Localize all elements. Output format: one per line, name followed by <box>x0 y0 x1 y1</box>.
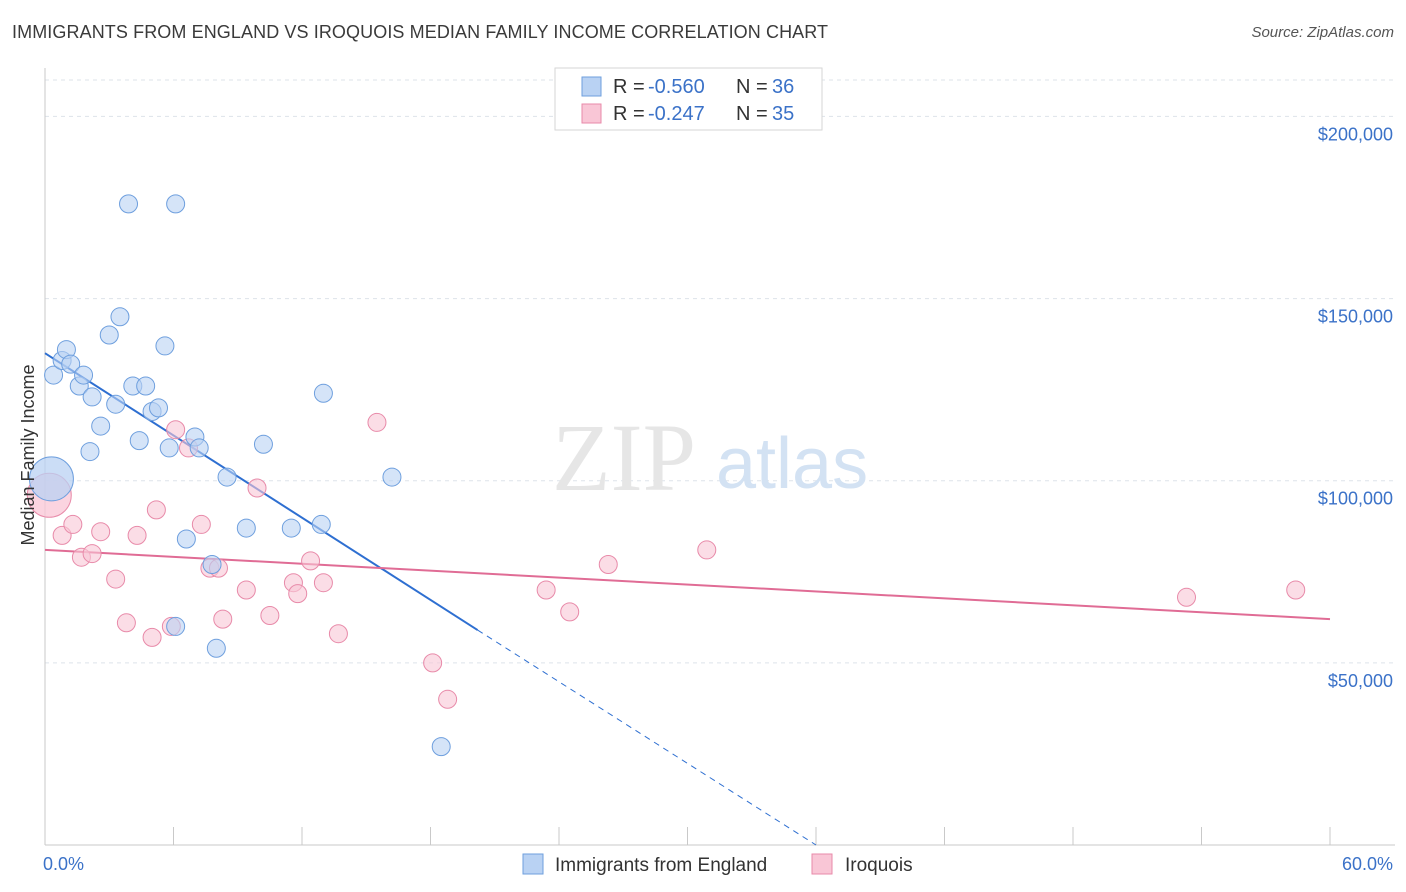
legend-england-n-value: 36 <box>772 76 794 98</box>
correlation-legend: R = -0.560 N = 36 R = -0.247 N = 35 <box>554 67 823 131</box>
england-point <box>217 467 237 487</box>
iroquois-point <box>328 624 348 644</box>
england-point <box>28 456 74 502</box>
england-trend-extension <box>477 629 817 846</box>
watermark: ZIP atlas <box>552 404 868 511</box>
bottom-legend-england-swatch <box>522 853 544 875</box>
iroquois-point <box>116 613 136 633</box>
legend-england-r-value: -0.560 <box>648 76 705 98</box>
iroquois-point <box>598 555 618 574</box>
legend-iroquois-n-value: 35 <box>772 103 794 125</box>
iroquois-point <box>560 602 580 622</box>
iroquois-point <box>146 500 166 520</box>
legend-england-swatch <box>581 76 602 97</box>
iroquois-point <box>697 540 717 560</box>
grid-lines <box>45 79 1395 664</box>
legend-iroquois-r-value: -0.247 <box>648 103 705 125</box>
iroquois-point <box>127 525 147 545</box>
england-point <box>61 354 81 374</box>
legend-england-n-label: N = <box>736 76 768 98</box>
legend-england-r-label: R = <box>613 76 645 98</box>
y-tick-label: $200,000 <box>1318 124 1393 144</box>
england-point <box>80 442 100 462</box>
y-tick-label: $50,000 <box>1328 671 1393 691</box>
england-point <box>189 438 209 458</box>
iroquois-point <box>191 514 211 534</box>
england-point <box>236 518 256 538</box>
iroquois-point <box>166 420 186 440</box>
x-tick-label: 60.0% <box>1342 854 1393 874</box>
iroquois-point <box>438 689 458 709</box>
data-points <box>26 194 1306 757</box>
series-legend: Immigrants from England Iroquois <box>522 853 913 876</box>
england-point <box>136 376 156 396</box>
bottom-legend-england-label: Immigrants from England <box>555 855 767 876</box>
legend-iroquois-n-label: N = <box>736 103 768 125</box>
england-point <box>253 434 273 454</box>
england-point <box>44 365 64 385</box>
iroquois-point <box>236 580 256 600</box>
england-point <box>431 737 451 757</box>
england-point <box>281 518 301 538</box>
england-point <box>129 431 149 451</box>
iroquois-trend-line <box>44 548 1331 621</box>
iroquois-point <box>213 609 233 629</box>
england-point <box>99 325 119 345</box>
bottom-legend-iroquois-label: Iroquois <box>845 855 913 876</box>
iroquois-point <box>423 653 443 673</box>
england-point <box>202 555 222 574</box>
england-point <box>82 387 102 407</box>
england-point <box>166 194 186 214</box>
source-label: Source: ZipAtlas.com <box>1251 24 1394 41</box>
england-point <box>149 398 169 418</box>
iroquois-point <box>301 551 321 571</box>
tick-labels: $50,000 $100,000 $150,000 $200,000 0.0% 60.0% <box>43 124 1393 874</box>
watermark-atlas: atlas <box>716 424 868 504</box>
iroquois-point <box>260 606 280 625</box>
england-point <box>91 416 111 436</box>
iroquois-point <box>288 584 308 604</box>
iroquois-point <box>142 627 162 647</box>
iroquois-point <box>63 514 83 534</box>
england-point <box>155 336 175 356</box>
england-point <box>106 394 126 414</box>
y-axis-title: Median Family Income <box>18 364 38 545</box>
england-point <box>119 194 139 214</box>
iroquois-point <box>91 522 111 542</box>
legend-iroquois-r-label: R = <box>613 103 645 125</box>
legend-iroquois-swatch <box>581 103 602 124</box>
iroquois-point <box>367 412 387 432</box>
y-tick-label: $100,000 <box>1318 489 1393 509</box>
chart-title: IMMIGRANTS FROM ENGLAND VS IROQUOIS MEDI… <box>12 22 829 42</box>
x-tick-label: 0.0% <box>43 854 84 874</box>
iroquois-point <box>313 573 333 593</box>
england-point <box>159 438 179 458</box>
y-tick-label: $150,000 <box>1318 307 1393 327</box>
england-point <box>313 383 333 403</box>
england-point <box>382 467 402 487</box>
axes <box>44 68 1395 846</box>
bottom-legend-iroquois-swatch <box>811 853 833 875</box>
england-point <box>166 616 186 636</box>
iroquois-point <box>247 478 267 498</box>
england-point <box>110 307 130 327</box>
england-point <box>74 365 94 385</box>
england-point <box>176 529 196 549</box>
iroquois-point <box>536 580 556 600</box>
iroquois-point <box>1286 580 1306 600</box>
iroquois-point <box>1177 587 1197 607</box>
england-point <box>311 514 331 534</box>
iroquois-point <box>106 569 126 589</box>
watermark-zip: ZIP <box>552 404 696 511</box>
england-point <box>206 638 226 658</box>
iroquois-point <box>82 544 102 564</box>
